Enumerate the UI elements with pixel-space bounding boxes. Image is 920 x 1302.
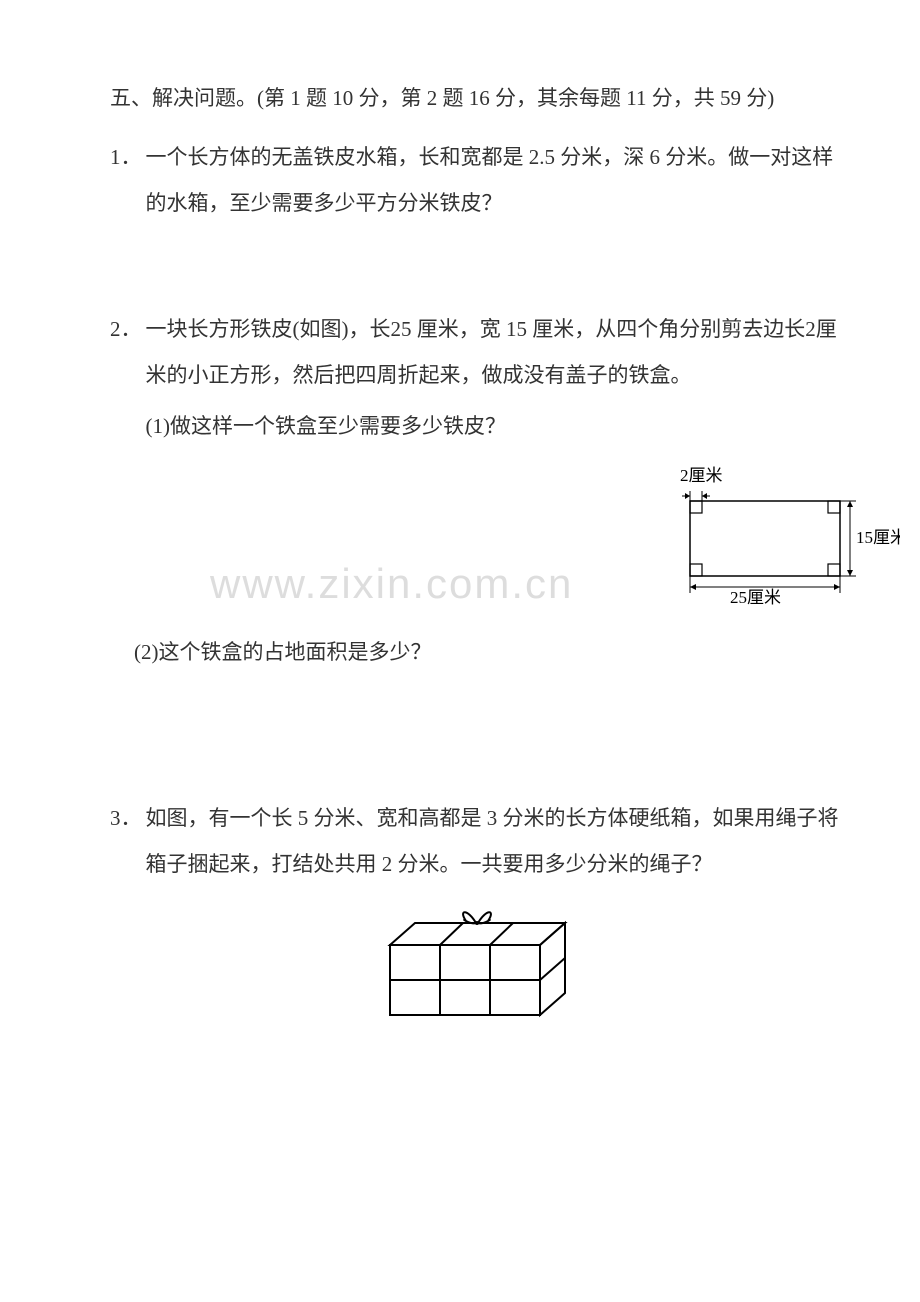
problem-2-sub-1: (1)做这样一个铁盒至少需要多少铁皮？: [146, 403, 841, 449]
problem-2: 2． 一块长方形铁皮(如图)，长25 厘米，宽 15 厘米，从四个角分别剪去边长…: [110, 306, 840, 459]
problem-2-figure: 2厘米 15厘米 25厘米: [660, 459, 900, 614]
problem-3-number: 3．: [110, 795, 142, 887]
problem-2-text: 一块长方形铁皮(如图)，长25 厘米，宽 15 厘米，从四个角分别剪去边长2厘米…: [146, 317, 837, 387]
problem-1-number: 1．: [110, 134, 142, 226]
fig2-label-top: 2厘米: [680, 466, 723, 485]
problem-3-figure: [110, 895, 840, 1035]
fig2-label-right: 15厘米: [856, 528, 900, 547]
problem-2-sub-2: (2)这个铁盒的占地面积是多少？: [110, 629, 840, 675]
problem-3-text: 如图，有一个长 5 分米、宽和高都是 3 分米的长方体硬纸箱，如果用绳子将箱子捆…: [146, 795, 841, 887]
section-title: 五、解决问题。(第 1 题 10 分，第 2 题 16 分，其余每题 11 分，…: [110, 80, 840, 118]
problem-3: 3． 如图，有一个长 5 分米、宽和高都是 3 分米的长方体硬纸箱，如果用绳子将…: [110, 795, 840, 887]
fig2-label-bottom: 25厘米: [730, 588, 781, 607]
problem-2-number: 2．: [110, 306, 142, 459]
problem-1: 1． 一个长方体的无盖铁皮水箱，长和宽都是 2.5 分米，深 6 分米。做一对这…: [110, 134, 840, 226]
problem-1-text: 一个长方体的无盖铁皮水箱，长和宽都是 2.5 分米，深 6 分米。做一对这样的水…: [146, 134, 841, 226]
